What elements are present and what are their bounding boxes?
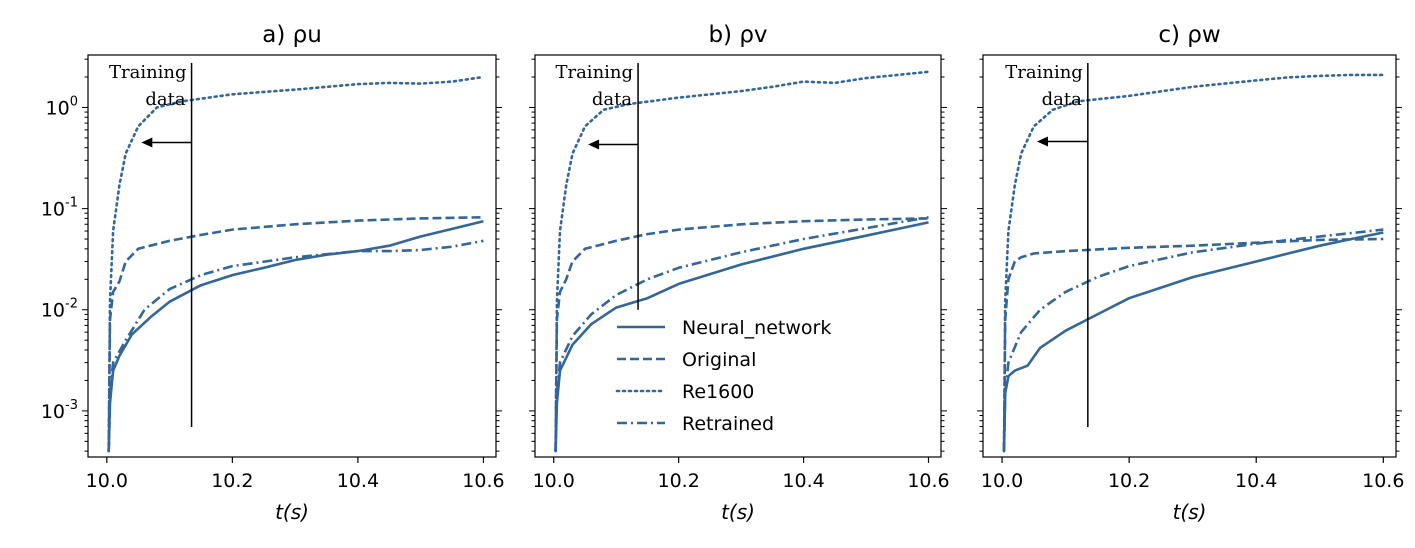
x-tick-label: 10.6 — [462, 470, 504, 492]
arrow-head-icon — [1037, 136, 1049, 147]
x-axis-label: t(s) — [721, 500, 755, 524]
legend-label: Neural_network — [682, 317, 831, 339]
series-line-neural-network — [1002, 231, 1384, 452]
annotation-text-line1: Training — [109, 62, 187, 83]
x-tick-label: 10.6 — [1362, 470, 1404, 492]
y-tick-label: 10-3 — [41, 398, 78, 423]
series-line-re1600 — [107, 75, 485, 453]
series-line-re1600 — [554, 70, 930, 453]
x-tick-label: 10.2 — [658, 470, 700, 492]
x-axis-label: t(s) — [275, 500, 309, 524]
x-axis-label: t(s) — [1173, 500, 1207, 524]
y-tick-label: 100 — [46, 94, 78, 119]
legend-label: Re1600 — [682, 381, 754, 403]
series-line-original — [107, 216, 484, 452]
panel-a: a) ρu 10.0 10.2 10.4 10.6 t(s) 10-3 10-2 10-1 100… — [41, 22, 505, 524]
panel-title: b) ρv — [708, 22, 767, 48]
panel-title: a) ρu — [262, 22, 322, 48]
x-tick-label: 10.0 — [86, 470, 128, 492]
series-line-retrained — [107, 239, 484, 452]
x-tick-label: 10.2 — [211, 470, 253, 492]
x-tick-label: 10.2 — [1108, 470, 1150, 492]
series-line-retrained — [554, 216, 929, 452]
x-tick-label: 10.4 — [337, 470, 379, 492]
x-tick-label: 10.0 — [981, 470, 1023, 492]
series-line-re1600 — [1002, 73, 1385, 453]
legend-label: Retrained — [682, 413, 774, 435]
x-tick-label: 10.0 — [533, 470, 575, 492]
series-line-neural-network — [107, 219, 484, 452]
legend: Neural_network Original Re1600 Retrained — [615, 317, 831, 435]
y-tick-label: 10-1 — [41, 196, 78, 221]
annotation-text-line2: data — [1042, 89, 1082, 110]
x-tick-label: 10.4 — [782, 470, 824, 492]
series-line-retrained — [1002, 228, 1384, 452]
arrow-head-icon — [141, 137, 153, 148]
annotation-text-line2: data — [145, 89, 185, 110]
axes-frame — [534, 54, 942, 458]
annotation-text-line1: Training — [1005, 62, 1083, 83]
y-tick-label: 10-2 — [41, 297, 78, 322]
x-tick-label: 10.4 — [1235, 470, 1277, 492]
panel-title: c) ρw — [1158, 22, 1220, 48]
panel-b: b) ρv 10.0 10.2 10.4 10.6 t(s) Training data — [529, 22, 950, 524]
panel-c: c) ρw 10.0 10.2 10.4 10.6 t(s) Training data — [977, 22, 1404, 524]
annotation-text-line1: Training — [555, 62, 633, 83]
legend-label: Original — [682, 349, 756, 371]
series-line-original — [1002, 237, 1384, 452]
axes-frame — [87, 54, 497, 458]
axes-frame — [982, 54, 1397, 458]
annotation-text-line2: data — [592, 89, 632, 110]
x-tick-label: 10.6 — [907, 470, 949, 492]
arrow-head-icon — [588, 139, 600, 150]
series-line-original — [554, 217, 929, 452]
